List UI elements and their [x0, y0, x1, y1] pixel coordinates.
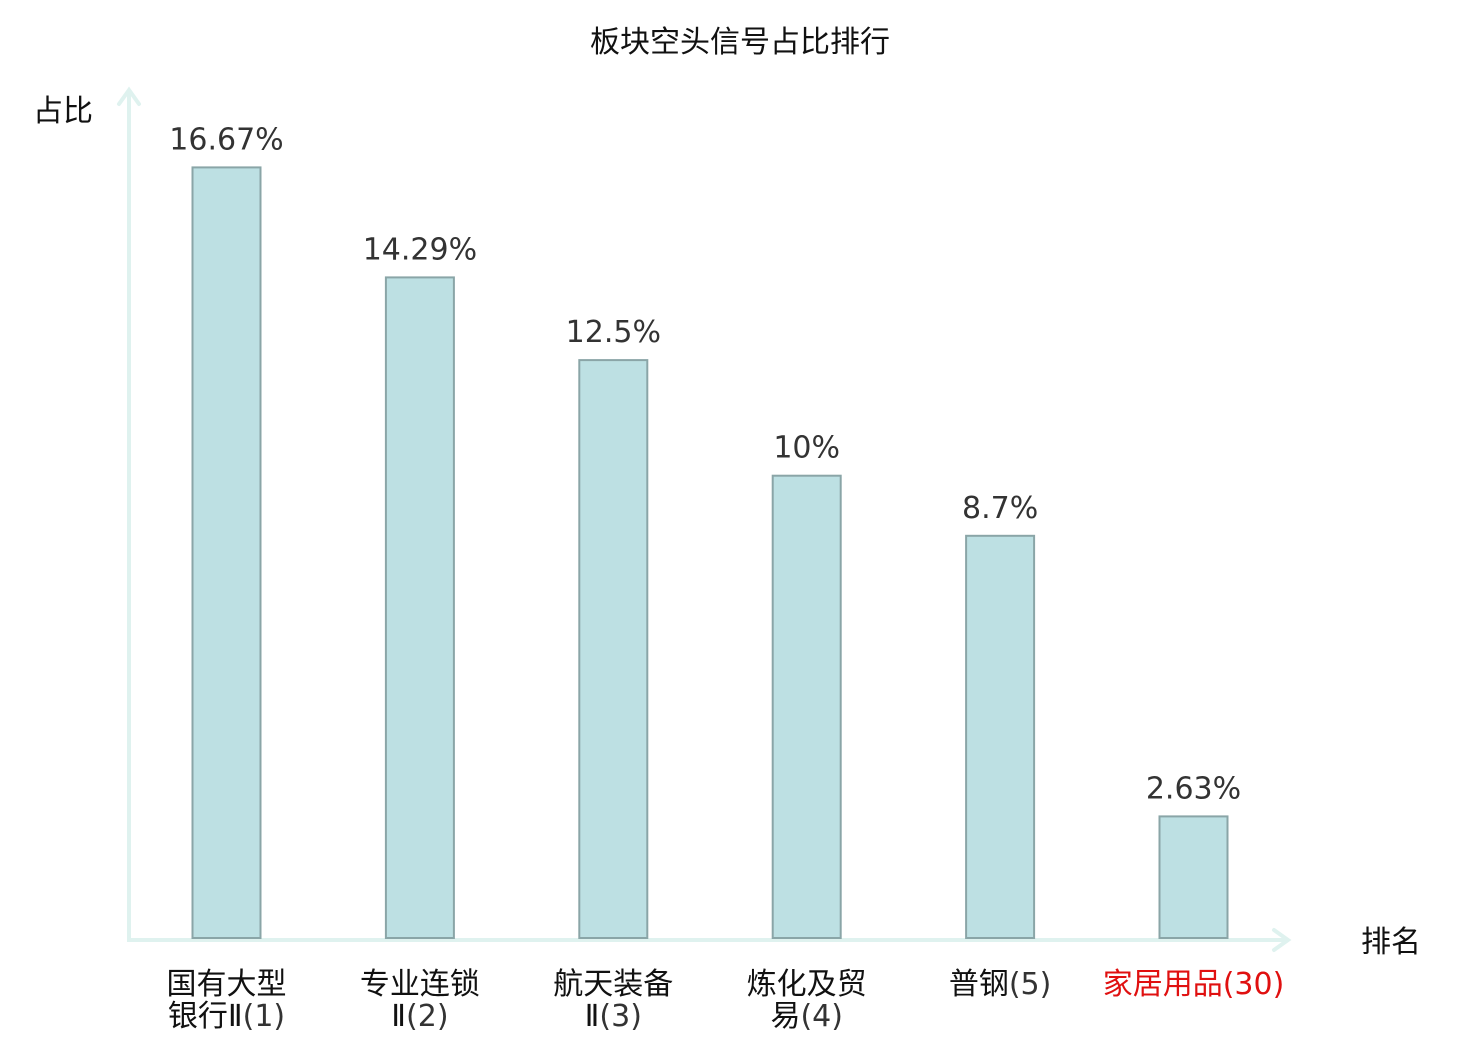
- bar: [965, 534, 1036, 939]
- category-label: 普钢(5): [949, 967, 1052, 1002]
- x-axis-label: 排名: [1361, 925, 1421, 960]
- bar-series: [191, 166, 1229, 940]
- bar: [771, 474, 842, 939]
- value-label: 16.67%: [169, 122, 283, 157]
- value-label: 14.29%: [363, 232, 477, 267]
- y-axis: [117, 86, 141, 940]
- category-label: 炼化及贸易(4): [747, 967, 867, 1034]
- category-labels: 国有大型银行Ⅱ(1) 专业连锁 Ⅱ(2) 航天装备 Ⅱ(3) 炼化及贸易(4) 普钢(5) 家…: [167, 967, 1285, 1034]
- y-axis-arrow-icon: [117, 86, 141, 106]
- value-label: 12.5%: [566, 315, 661, 350]
- value-label: 2.63%: [1146, 771, 1241, 806]
- value-label: 10%: [773, 431, 840, 466]
- category-label: 国有大型银行Ⅱ(1): [167, 967, 287, 1034]
- bar: [578, 359, 649, 940]
- category-label: 家居用品(30): [1103, 967, 1285, 1002]
- value-labels: 16.67% 14.29% 12.5% 10% 8.7% 2.63%: [169, 122, 1241, 806]
- bar: [384, 276, 455, 939]
- chart-title: 板块空头信号占比排行: [590, 25, 890, 60]
- bar: [1158, 815, 1229, 940]
- category-label: 专业连锁 Ⅱ(2): [360, 967, 480, 1034]
- x-axis: [127, 928, 1292, 952]
- value-label: 8.7%: [962, 491, 1038, 526]
- x-axis-arrow-icon: [1272, 928, 1292, 952]
- y-axis-label: 占比: [33, 94, 93, 129]
- bar: [191, 166, 262, 939]
- category-label: 航天装备 Ⅱ(3): [553, 967, 673, 1034]
